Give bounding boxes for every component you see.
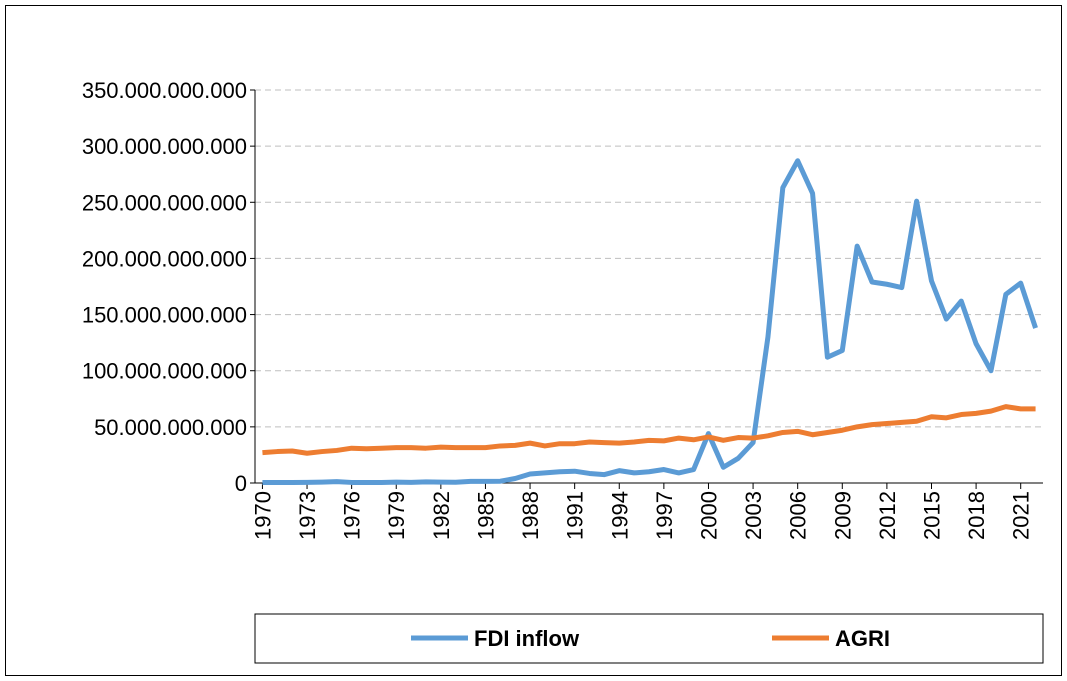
series-line [262, 158, 1038, 486]
x-tick-label: 1970 [250, 491, 275, 540]
x-tick-label: 2021 [1009, 491, 1034, 540]
x-tick-label: 2018 [964, 491, 989, 540]
x-tick-label: 2012 [875, 491, 900, 540]
x-tick-label: 1994 [607, 491, 632, 540]
y-tick-label: 350.000.000.000 [82, 78, 247, 103]
y-tick-label: 200.000.000.000 [82, 246, 247, 271]
y-tick-label: 150.000.000.000 [82, 303, 247, 328]
series-line [262, 404, 1036, 456]
y-tick-label: 100.000.000.000 [82, 359, 247, 384]
x-tick-label: 1988 [518, 491, 543, 540]
x-tick-label: 1982 [429, 491, 454, 540]
x-tick-label: 1976 [340, 491, 365, 540]
legend-label: FDI inflow [474, 626, 580, 651]
y-tick-label: 50.000.000.000 [94, 415, 247, 440]
x-tick-label: 2009 [830, 491, 855, 540]
legend-label: AGRI [835, 626, 890, 651]
y-tick-label: 300.000.000.000 [82, 134, 247, 159]
x-tick-label: 1979 [384, 491, 409, 540]
x-tick-label: 2000 [696, 491, 721, 540]
x-tick-label: 1991 [563, 491, 588, 540]
x-tick-label: 2003 [741, 491, 766, 540]
x-tick-label: 1997 [652, 491, 677, 540]
x-tick-label: 1985 [473, 491, 498, 540]
y-tick-label: 250.000.000.000 [82, 190, 247, 215]
x-tick-label: 1973 [295, 491, 320, 540]
legend-box [254, 613, 1044, 664]
y-tick-label: 0 [235, 471, 247, 496]
x-tick-label: 2006 [786, 491, 811, 540]
chart-frame [5, 5, 1062, 676]
x-tick-label: 2015 [919, 491, 944, 540]
